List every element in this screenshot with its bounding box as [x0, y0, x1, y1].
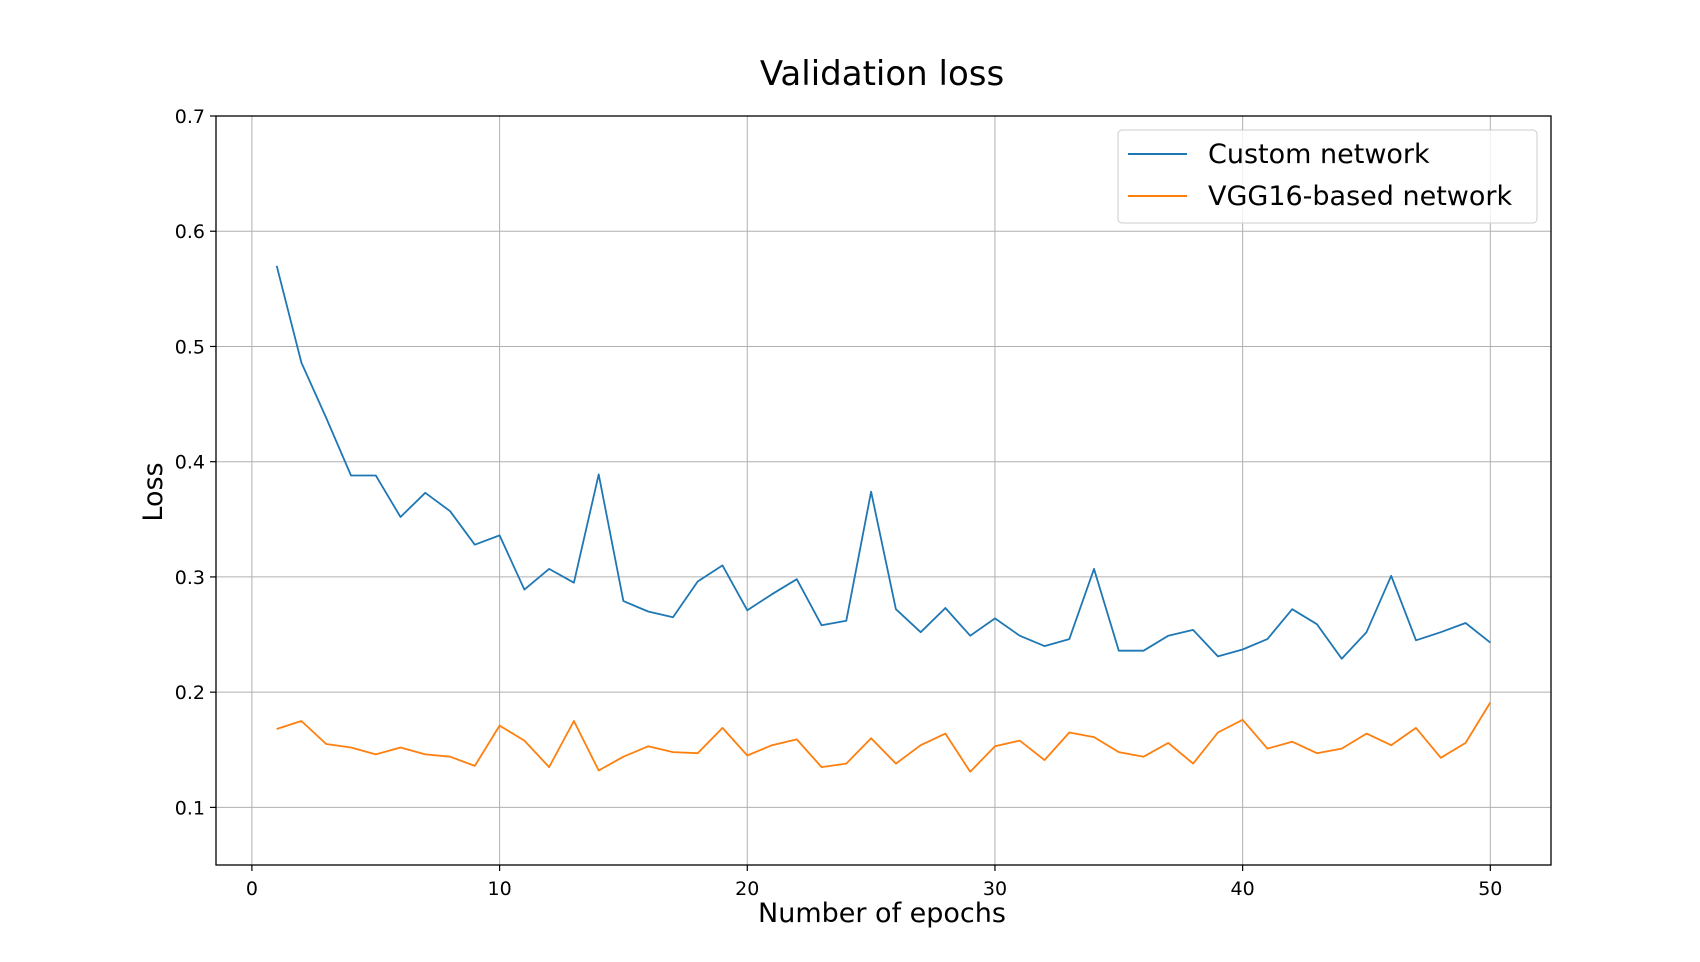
- plot-frame: [215, 115, 1552, 866]
- y-axis-label: Loss: [138, 462, 169, 521]
- x-axis-label: Number of epochs: [758, 898, 1006, 929]
- y-tick-label: 0.1: [175, 797, 205, 819]
- y-tick-label: 0.7: [175, 106, 205, 128]
- series-line-custom-network: [275, 265, 1491, 660]
- chart-title: Validation loss: [760, 54, 1004, 94]
- y-tick-label: 0.6: [175, 221, 205, 243]
- axis-ticks: 0 10 20 30 40 50 0.1 0.2 0.3 0.4 0.5 0.6 0.7: [175, 106, 1503, 900]
- y-tick-label: 0.3: [175, 567, 205, 589]
- y-tick-label: 0.4: [175, 452, 205, 474]
- legend: Custom network VGG16-based network: [1117, 129, 1538, 224]
- y-tick-label: 0.2: [175, 682, 205, 704]
- x-tick-label: 40: [1231, 878, 1255, 900]
- legend-label-custom-network: Custom network: [1208, 139, 1430, 170]
- legend-frame: [1117, 129, 1538, 224]
- x-tick-label: 20: [735, 878, 759, 900]
- series-lines: [275, 265, 1492, 773]
- x-tick-label: 0: [246, 878, 258, 900]
- x-tick-label: 30: [983, 878, 1007, 900]
- series-line-vgg16-network: [276, 702, 1492, 773]
- legend-label-vgg16-network: VGG16-based network: [1208, 181, 1513, 212]
- y-tick-label: 0.5: [175, 336, 205, 358]
- x-tick-label: 50: [1478, 878, 1502, 900]
- x-tick-label: 10: [488, 878, 512, 900]
